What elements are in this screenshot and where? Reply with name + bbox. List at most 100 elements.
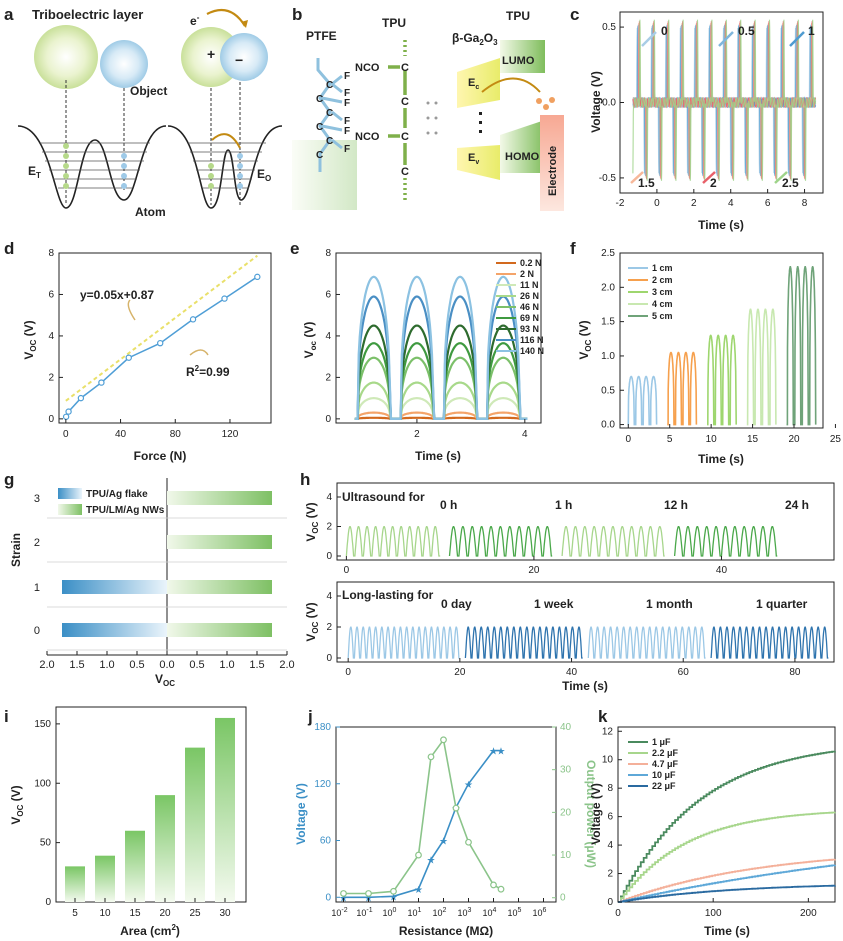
svg-text:Electrode: Electrode bbox=[547, 146, 559, 196]
star-marker: ★ bbox=[414, 885, 423, 896]
y-tick-label: 2 bbox=[34, 537, 40, 549]
y-tick-label-left: 0 bbox=[325, 892, 331, 903]
x-tick-label: 1.5 bbox=[69, 659, 84, 671]
x-tick-label: 40 bbox=[716, 565, 728, 576]
lumo-band bbox=[500, 40, 545, 73]
circle-marker bbox=[440, 736, 447, 744]
x-tick-label: 0 bbox=[63, 429, 69, 440]
series-line-2.5 bbox=[632, 19, 817, 181]
legend-label: 2 N bbox=[520, 269, 534, 279]
segment-line-1 week bbox=[464, 626, 583, 659]
legend-label: TPU/Ag flake bbox=[86, 489, 148, 500]
object-sphere-charged bbox=[220, 33, 268, 81]
panel-c: c -2 0 2 4 6 8-0.50.00.5 0 0.5 1 1.5 2 2.5 Ti… bbox=[570, 5, 824, 232]
bar-5 bbox=[65, 866, 85, 902]
panel-f-plot bbox=[627, 266, 817, 426]
panel-i-plot bbox=[65, 717, 235, 902]
circle-marker bbox=[415, 851, 422, 859]
x-tick-label: 4 bbox=[522, 429, 528, 440]
y-tick-label-left: 180 bbox=[314, 722, 331, 733]
x-tick-label: 2.0 bbox=[39, 659, 54, 671]
y-tick-label: 8 bbox=[325, 248, 331, 259]
x-tick-label: 120 bbox=[222, 429, 239, 440]
object-label: Object bbox=[130, 84, 167, 98]
y-tick-label: 1 bbox=[34, 582, 40, 594]
x-tick-label: 5 bbox=[667, 434, 673, 445]
conduction-band bbox=[457, 58, 500, 108]
legend-label: 1 μF bbox=[652, 737, 671, 747]
panel-e-ylabel: Voc (V) bbox=[302, 322, 318, 359]
y-tick-label: 50 bbox=[40, 838, 52, 849]
x-tick-label: 101 bbox=[408, 907, 422, 918]
legend-label: 26 N bbox=[520, 291, 539, 301]
series-label-0.5: 0.5 bbox=[738, 24, 755, 38]
x-tick-label: 8 bbox=[802, 198, 808, 209]
panel-a: a Triboelectric layer Object + − e- bbox=[4, 5, 283, 219]
x-tick-label: 30 bbox=[219, 908, 231, 919]
x-tick-label: 105 bbox=[508, 907, 522, 918]
legend-label: 140 N bbox=[520, 346, 544, 356]
r-squared: R2=0.99 bbox=[186, 364, 230, 379]
series-line-2 cm bbox=[667, 351, 698, 426]
x-tick-label: 200 bbox=[800, 908, 817, 919]
panel-label-h: h bbox=[300, 470, 310, 489]
legend-label: 46 N bbox=[520, 302, 539, 312]
panel-b: b PTFE CC CC CC FF FF FF TPU NCO N bbox=[292, 5, 564, 211]
bar-15 bbox=[125, 830, 145, 902]
homo-band bbox=[500, 120, 545, 173]
tpu-label-2: TPU bbox=[506, 9, 530, 23]
data-point bbox=[65, 408, 72, 415]
panel-f-ylabel: VOC (V) bbox=[577, 320, 593, 359]
ptfe-label: PTFE bbox=[306, 29, 337, 43]
panel-k-plot bbox=[618, 750, 836, 903]
svg-text:F: F bbox=[344, 126, 350, 137]
legend-label: 1 cm bbox=[652, 263, 673, 273]
x-tick-label: 2.0 bbox=[279, 659, 294, 671]
x-tick-label: 10-1 bbox=[356, 907, 372, 918]
panel-c-plot bbox=[632, 19, 817, 181]
series-line-Voltage bbox=[343, 749, 501, 899]
svg-text:C: C bbox=[316, 122, 323, 133]
data-point bbox=[98, 379, 105, 386]
x-tick-label: 20 bbox=[454, 667, 466, 678]
circle-marker bbox=[452, 804, 460, 812]
x-tick-label: 103 bbox=[458, 907, 472, 918]
x-tick-label: -2 bbox=[616, 198, 625, 209]
y-tick-label: 0 bbox=[45, 897, 51, 908]
y-tick-label: 0 bbox=[325, 414, 331, 425]
ultrasound-title: Ultrasound for bbox=[342, 490, 425, 504]
bar-left-0 bbox=[62, 623, 167, 637]
panel-j: j ★★★★★★★★★★ 10-210-11001011021031041051… bbox=[294, 707, 598, 938]
x-tick-label: 80 bbox=[170, 429, 182, 440]
x-tick-label: 1.0 bbox=[219, 659, 234, 671]
svg-text:F: F bbox=[344, 98, 350, 109]
potential-well-right bbox=[167, 125, 283, 209]
panel-k-frame bbox=[617, 726, 836, 903]
svg-text:C: C bbox=[401, 62, 409, 74]
svg-text:Ec: Ec bbox=[468, 77, 479, 91]
svg-text:VOC (V): VOC (V) bbox=[304, 602, 320, 641]
panel-h-top-frame bbox=[336, 482, 835, 561]
electron-transfer-arrow bbox=[206, 8, 246, 27]
panel-g: g TPU/Ag flake TPU/LM/Ag NWs 0 1 2 3 2.0 1.5 1.… bbox=[4, 470, 295, 688]
legend-label: 116 N bbox=[520, 335, 544, 345]
bar-right-1 bbox=[167, 580, 272, 594]
series-line-46 N bbox=[354, 356, 528, 420]
y-tick-label: 4 bbox=[326, 492, 332, 503]
y-tick-label: 8 bbox=[48, 248, 54, 259]
series-line-4 cm bbox=[746, 308, 777, 426]
triboelectric-sphere bbox=[34, 25, 98, 89]
x-tick-label: 0.5 bbox=[129, 659, 144, 671]
y-tick-label: 4 bbox=[607, 840, 613, 851]
x-tick-label: 0.5 bbox=[189, 659, 204, 671]
panel-d: d 0 40 80 120 0 2 4 6 8 y=0.05x+0.87 R2=0.99 For… bbox=[4, 239, 272, 463]
svg-text:C: C bbox=[401, 131, 409, 143]
x-tick-label: 20 bbox=[528, 565, 540, 576]
svg-text:1 week: 1 week bbox=[534, 597, 574, 611]
x-tick-label: 102 bbox=[433, 907, 447, 918]
series-label-0: 0 bbox=[661, 24, 668, 38]
panel-c-xlabel: Time (s) bbox=[698, 218, 744, 232]
x-tick-label: 104 bbox=[483, 907, 497, 918]
panel-f-frame bbox=[619, 252, 824, 429]
